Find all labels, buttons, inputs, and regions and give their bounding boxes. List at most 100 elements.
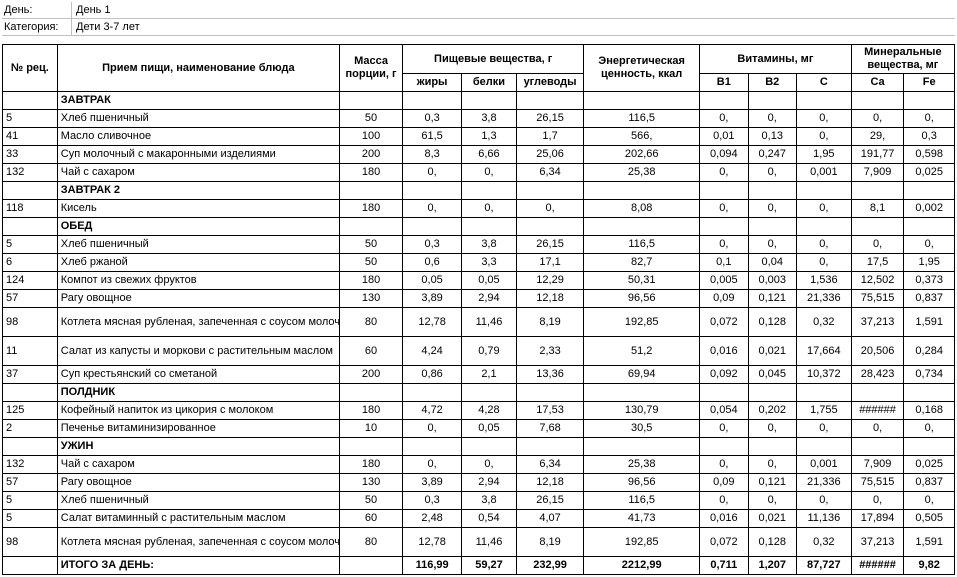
cell-fe: 0,837 (904, 290, 955, 308)
table-body: ЗАВТРАК5Хлеб пшеничный500,33,826,15116,5… (3, 92, 955, 575)
data-row: 125Кофейный напиток из цикория с молоком… (3, 402, 955, 420)
data-row: 124Компот из свежих фруктов1800,050,0512… (3, 272, 955, 290)
header-fe: Fe (904, 74, 955, 92)
cell-empty (403, 218, 462, 236)
cell-kcal: 30,5 (584, 420, 700, 438)
meta-row-day: День: День 1 (2, 2, 955, 19)
cell-empty (516, 218, 583, 236)
cell-ca: 12,502 (851, 272, 904, 290)
cell-fat: 0,05 (403, 272, 462, 290)
cell-rec: 11 (3, 337, 58, 366)
cell-fat: 3,89 (403, 474, 462, 492)
cell-ca: 0, (851, 236, 904, 254)
cell-name: Котлета мясная рубленая, запеченная с со… (57, 528, 339, 557)
cell-mass: 50 (339, 492, 402, 510)
cell-name: Компот из свежих фруктов (57, 272, 339, 290)
cell-kcal: 116,5 (584, 236, 700, 254)
cell-fat: 0, (403, 164, 462, 182)
cell-prot: 11,46 (462, 528, 517, 557)
cell-prot: 11,46 (462, 308, 517, 337)
cell-carb: 8,19 (516, 308, 583, 337)
cell-kcal: 8,08 (584, 200, 700, 218)
cell-mass: 50 (339, 254, 402, 272)
cell-c: 21,336 (796, 290, 851, 308)
data-row: 98Котлета мясная рубленая, запеченная с … (3, 308, 955, 337)
cell-kcal: 69,94 (584, 366, 700, 384)
section-row: ЗАВТРАК (3, 92, 955, 110)
cell-c: 0, (796, 128, 851, 146)
cell-b1: 0, (700, 420, 748, 438)
cell-rec: 124 (3, 272, 58, 290)
cell-rec (3, 557, 58, 575)
cell-empty (748, 92, 796, 110)
cell-fe: 0,284 (904, 337, 955, 366)
cell-c: 0, (796, 420, 851, 438)
cell-rec (3, 438, 58, 456)
cell-empty (904, 182, 955, 200)
cell-b1: 0,1 (700, 254, 748, 272)
cell-b1: 0,054 (700, 402, 748, 420)
cell-b1: 0,09 (700, 474, 748, 492)
cell-b2: 0,003 (748, 272, 796, 290)
cell-rec: 33 (3, 146, 58, 164)
section-row: УЖИН (3, 438, 955, 456)
cell-prot: 0, (462, 200, 517, 218)
cell-carb: 6,34 (516, 456, 583, 474)
cell-b2: 0, (748, 236, 796, 254)
cell-b2: 0,021 (748, 510, 796, 528)
cell-name: Рагу овощное (57, 290, 339, 308)
section-row: ОБЕД (3, 218, 955, 236)
cell-empty (339, 182, 402, 200)
cell-empty (339, 218, 402, 236)
cell-empty (516, 182, 583, 200)
cell-empty (700, 384, 748, 402)
cell-empty (584, 218, 700, 236)
cell-empty (584, 182, 700, 200)
cell-kcal: 192,85 (584, 308, 700, 337)
cell-kcal: 51,2 (584, 337, 700, 366)
menu-table: № рец. Прием пищи, наименование блюда Ма… (2, 44, 955, 575)
cell-b2: 0,13 (748, 128, 796, 146)
cell-carb: 12,18 (516, 290, 583, 308)
cell-empty (584, 384, 700, 402)
table-header: № рец. Прием пищи, наименование блюда Ма… (3, 45, 955, 92)
cell-mass (339, 557, 402, 575)
data-row: 5Хлеб пшеничный500,33,826,15116,50,0,0,0… (3, 110, 955, 128)
cell-name: Суп крестьянский со сметаной (57, 366, 339, 384)
header-nutrients: Пищевые вещества, г (403, 45, 584, 74)
cell-empty (748, 182, 796, 200)
data-row: 132Чай с сахаром1800,0,6,3425,380,0,0,00… (3, 456, 955, 474)
cell-rec: 6 (3, 254, 58, 272)
cell-fe: 0,3 (904, 128, 955, 146)
cell-kcal: 82,7 (584, 254, 700, 272)
cell-fat: 0,3 (403, 236, 462, 254)
cell-mass: 50 (339, 110, 402, 128)
cell-prot: 59,27 (462, 557, 517, 575)
cell-name: Рагу овощное (57, 474, 339, 492)
cell-kcal: 116,5 (584, 492, 700, 510)
cell-b2: 0, (748, 164, 796, 182)
cell-ca: ###### (851, 557, 904, 575)
cell-name: Хлеб пшеничный (57, 492, 339, 510)
header-minerals: Минеральные вещества, мг (851, 45, 954, 74)
cell-kcal: 96,56 (584, 290, 700, 308)
cell-ca: 75,515 (851, 290, 904, 308)
cell-empty (700, 92, 748, 110)
cell-fe: 0,598 (904, 146, 955, 164)
cell-prot: 3,8 (462, 236, 517, 254)
cell-rec: 5 (3, 110, 58, 128)
data-row: 5Хлеб пшеничный500,33,826,15116,50,0,0,0… (3, 492, 955, 510)
cell-empty (796, 92, 851, 110)
cell-prot: 6,66 (462, 146, 517, 164)
cell-carb: 26,15 (516, 236, 583, 254)
cell-rec: 132 (3, 164, 58, 182)
cell-ca: 8,1 (851, 200, 904, 218)
cell-ca: 7,909 (851, 456, 904, 474)
cell-carb: 13,36 (516, 366, 583, 384)
data-row: 98Котлета мясная рубленая, запеченная с … (3, 528, 955, 557)
header-carb: углеводы (516, 74, 583, 92)
cell-prot: 0,05 (462, 272, 517, 290)
cell-b2: 0,128 (748, 308, 796, 337)
cell-b1: 0,016 (700, 510, 748, 528)
cell-b2: 0,202 (748, 402, 796, 420)
